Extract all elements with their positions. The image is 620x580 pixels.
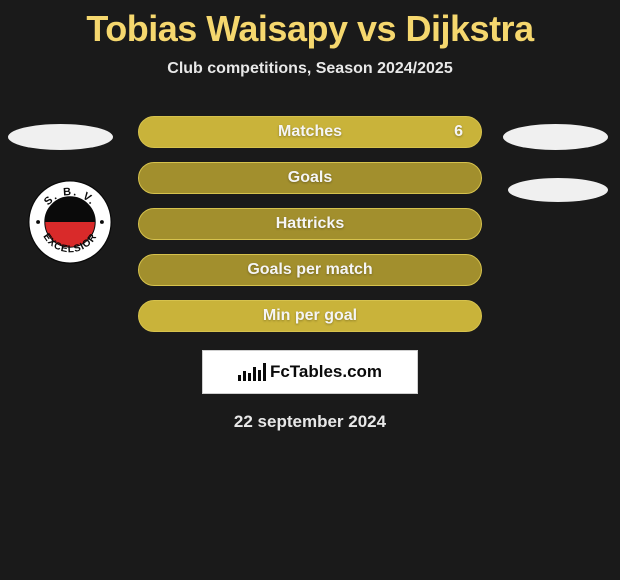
club-badge-excelsior: S. B. V. EXCELSIOR	[28, 180, 112, 264]
placeholder-ellipse-right-1	[503, 124, 608, 150]
bar-matches: Matches 6	[138, 116, 482, 148]
bar-label: Goals	[288, 169, 332, 187]
bar-label: Matches	[278, 123, 342, 141]
page-subtitle: Club competitions, Season 2024/2025	[0, 60, 620, 78]
chart-icon	[238, 363, 266, 381]
branding-text: FcTables.com	[270, 362, 382, 382]
placeholder-ellipse-right-2	[508, 178, 608, 202]
bar-hattricks: Hattricks	[138, 208, 482, 240]
bar-min-per-goal: Min per goal	[138, 300, 482, 332]
bar-goals-per-match: Goals per match	[138, 254, 482, 286]
placeholder-ellipse-left	[8, 124, 113, 150]
bar-label: Min per goal	[263, 307, 357, 325]
branding-logo: FcTables.com	[238, 362, 382, 382]
bar-goals: Goals	[138, 162, 482, 194]
bar-value: 6	[454, 123, 463, 141]
stat-bars: Matches 6 Goals Hattricks Goals per matc…	[138, 116, 482, 332]
branding-box: FcTables.com	[202, 350, 418, 394]
date-text: 22 september 2024	[0, 412, 620, 432]
shield-icon: S. B. V. EXCELSIOR	[28, 180, 112, 264]
bar-label: Hattricks	[276, 215, 344, 233]
bar-label: Goals per match	[247, 261, 372, 279]
page-title: Tobias Waisapy vs Dijkstra	[0, 0, 620, 50]
